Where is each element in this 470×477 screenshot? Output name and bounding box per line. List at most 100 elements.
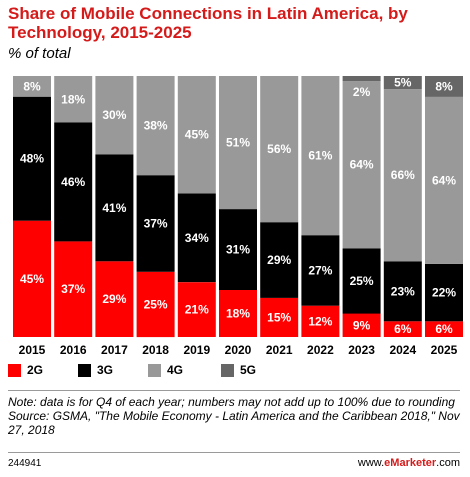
bar-label-4g-2022: 61%	[308, 149, 332, 163]
legend-item-3g: 3G	[78, 362, 113, 378]
bar-segment-3g-2018	[136, 175, 175, 272]
legend-swatch-3g	[78, 363, 91, 377]
x-tick-2015: 2015	[19, 343, 46, 357]
bar-segment-3g-2019	[177, 193, 216, 283]
bar-segment-2g-2025	[425, 321, 463, 337]
bar-label-2g-2024: 6%	[394, 322, 412, 336]
brand-suffix: .com	[436, 457, 460, 469]
bar-segment-3g-2021	[260, 222, 299, 298]
x-tick-2022: 2022	[307, 343, 334, 357]
legend-label-5g: 5G	[240, 363, 257, 377]
bar-segment-4g-2024	[383, 89, 422, 262]
bar-label-2g-2022: 12%	[308, 314, 332, 328]
legend-label-2g: 2G	[27, 363, 44, 377]
bar-segment-4g-2016	[54, 76, 93, 123]
bar-label-4g-2024: 66%	[391, 168, 415, 182]
bar-segment-3g-2017	[95, 154, 134, 262]
bars-group	[13, 76, 463, 338]
bar-label-4g-2025: 64%	[432, 173, 456, 187]
bar-label-3g-2023: 25%	[350, 274, 374, 288]
bar-segment-5g-2025	[425, 76, 463, 97]
bar-segment-3g-2016	[54, 122, 93, 242]
bar-label-2g-2021: 15%	[267, 310, 291, 324]
x-tick-2024: 2024	[389, 343, 416, 357]
x-tick-2016: 2016	[60, 343, 87, 357]
bar-label-4g-2015: 8%	[23, 79, 41, 93]
bar-label-2g-2016: 37%	[61, 282, 85, 296]
source-text: Source: GSMA, "The Mobile Economy - Lati…	[8, 409, 460, 437]
stacked-bar-chart: 45% 48% 8% 37% 46% 18% 29% 41% 30% 25% 37% 38% 21% 34…	[13, 76, 463, 357]
divider-top	[8, 390, 460, 391]
x-tick-2025: 2025	[431, 343, 458, 357]
bar-label-2g-2023: 9%	[353, 318, 371, 332]
bar-label-4g-2019: 45%	[185, 128, 209, 142]
note-text: Note: data is for Q4 of each year; numbe…	[8, 395, 455, 409]
bar-label-4g-2021: 56%	[267, 142, 291, 156]
bar-segment-4g-2023	[342, 81, 381, 249]
bar-label-3g-2017: 41%	[102, 201, 126, 215]
bar-segment-2g-2024	[383, 321, 422, 337]
bar-segment-2g-2019	[177, 282, 216, 337]
bar-segment-2g-2023	[342, 313, 381, 337]
bar-label-2g-2019: 21%	[185, 303, 209, 317]
notes-block: Note: data is for Q4 of each year; numbe…	[8, 395, 463, 437]
bar-segment-5g-2023	[342, 76, 381, 82]
bar-label-2g-2025: 6%	[435, 322, 453, 336]
divider-bottom	[8, 452, 460, 453]
bar-segment-4g-2015	[13, 76, 51, 97]
legend-label-3g: 3G	[97, 363, 114, 377]
bar-label-2g-2015: 45%	[20, 272, 44, 286]
bar-label-4g-2016: 18%	[61, 92, 85, 106]
bar-label-3g-2021: 29%	[267, 253, 291, 267]
bar-segment-4g-2019	[177, 76, 216, 194]
bar-segment-2g-2020	[219, 290, 257, 337]
bar-segment-5g-2024	[383, 76, 422, 90]
legend-label-4g: 4G	[167, 363, 184, 377]
bar-segment-3g-2020	[219, 209, 257, 290]
bar-label-3g-2025: 22%	[432, 286, 456, 300]
bar-segment-4g-2020	[219, 76, 257, 210]
bar-segment-2g-2018	[136, 271, 175, 338]
bar-label-3g-2024: 23%	[391, 284, 415, 298]
bar-label-3g-2018: 37%	[144, 217, 168, 231]
bar-label-3g-2022: 27%	[308, 263, 332, 277]
bar-label-5g-2025: 8%	[435, 79, 453, 93]
x-tick-2017: 2017	[101, 343, 128, 357]
bar-label-2g-2020: 18%	[226, 307, 250, 321]
legend-item-4g: 4G	[148, 362, 183, 378]
legend-item-5g: 5G	[221, 362, 256, 378]
legend-swatch-5g	[221, 363, 234, 377]
x-tick-2019: 2019	[183, 343, 210, 357]
bar-segment-3g-2025	[425, 263, 463, 322]
x-tick-2020: 2020	[225, 343, 252, 357]
bar-segment-3g-2015	[13, 96, 51, 221]
x-tick-2021: 2021	[266, 343, 293, 357]
bar-labels-group: 45% 48% 8% 37% 46% 18% 29% 41% 30% 25% 37% 38% 21% 34…	[20, 76, 456, 337]
bar-segment-3g-2023	[342, 248, 381, 314]
bar-label-4g-2017: 30%	[102, 108, 126, 122]
bar-segment-2g-2016	[54, 241, 93, 337]
x-tick-2018: 2018	[142, 343, 169, 357]
brand-name: eMarketer	[384, 457, 437, 469]
legend-swatch-2g	[8, 363, 21, 377]
bar-segment-2g-2017	[95, 261, 134, 337]
legend-item-2g: 2G	[8, 362, 43, 378]
bar-segment-4g-2018	[136, 76, 175, 176]
x-tick-2023: 2023	[348, 343, 375, 357]
bar-label-5g-2023: 2%	[353, 85, 371, 99]
bar-segment-4g-2025	[425, 96, 463, 264]
brand-prefix: www.	[357, 457, 385, 469]
bar-segment-3g-2022	[301, 235, 340, 306]
bar-label-4g-2023: 64%	[350, 158, 374, 172]
bar-label-3g-2016: 46%	[61, 175, 85, 189]
bar-label-4g-2018: 38%	[144, 119, 168, 133]
bar-segment-2g-2022	[301, 305, 340, 337]
bar-segment-2g-2021	[260, 297, 299, 337]
brand-logo: www.eMarketer.com	[358, 457, 460, 469]
bar-label-3g-2019: 34%	[185, 231, 209, 245]
bar-label-2g-2017: 29%	[102, 292, 126, 306]
x-axis-ticks: 2015 2016 2017 2018 2019 2020 2021 2022 2023 2024…	[19, 343, 458, 357]
bar-segment-4g-2021	[260, 76, 299, 223]
bar-segment-4g-2017	[95, 76, 134, 155]
bar-segment-2g-2015	[13, 220, 51, 337]
